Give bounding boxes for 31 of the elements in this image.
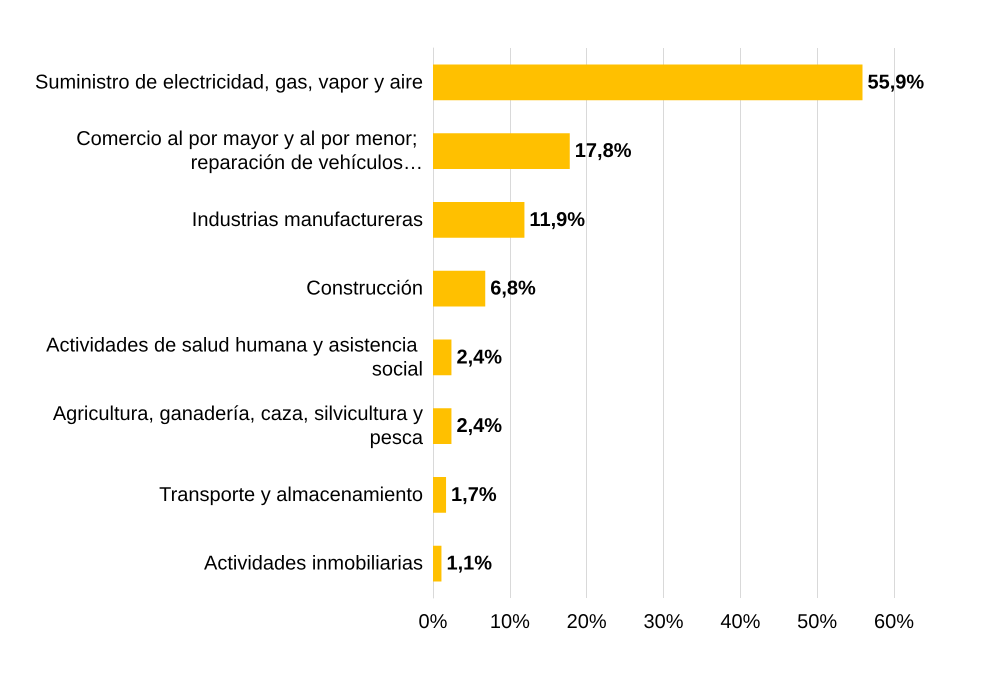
data-label: 17,8%	[574, 140, 632, 162]
y-tick-label: Construcción	[306, 278, 423, 300]
x-tick-label: 50%	[797, 611, 838, 633]
bar	[433, 477, 446, 513]
bar	[433, 340, 452, 376]
y-tick-label: Suministro de electricidad, gas, vapor y aire	[35, 71, 423, 94]
data-label: 11,9%	[529, 208, 586, 231]
x-tick-label: 40%	[720, 611, 761, 633]
x-tick-label: 10%	[490, 611, 530, 633]
data-label: 1,7%	[451, 484, 497, 506]
bar	[433, 408, 452, 444]
data-label: 55,9%	[868, 71, 924, 94]
bar	[433, 270, 486, 306]
data-label: 6,8%	[490, 278, 536, 300]
bar	[433, 202, 524, 238]
data-label: 1,1%	[446, 552, 492, 575]
y-tick-label: Comercio al por mayor y al por menor; reparación de vehículos…	[76, 128, 423, 174]
data-label: 2,4%	[456, 346, 502, 368]
x-tick-label: 30%	[643, 611, 684, 633]
y-tick-label: Transporte y almacenamiento	[159, 484, 423, 506]
y-tick-label: Agricultura, ganadería, caza, silvicultura y pesca	[52, 403, 424, 450]
bar	[433, 546, 442, 582]
bar	[433, 133, 570, 169]
bar	[433, 64, 862, 100]
data-label: 2,4%	[456, 415, 502, 438]
x-tick-label: 0%	[418, 611, 448, 633]
x-tick-label: 60%	[874, 611, 914, 633]
x-tick-label: 20%	[566, 611, 607, 633]
y-tick-label: Actividades inmobiliarias	[204, 552, 423, 575]
y-tick-label: Actividades de salud humana y asistencia social	[46, 334, 423, 380]
y-tick-label: Industrias manufactureras	[192, 208, 423, 231]
